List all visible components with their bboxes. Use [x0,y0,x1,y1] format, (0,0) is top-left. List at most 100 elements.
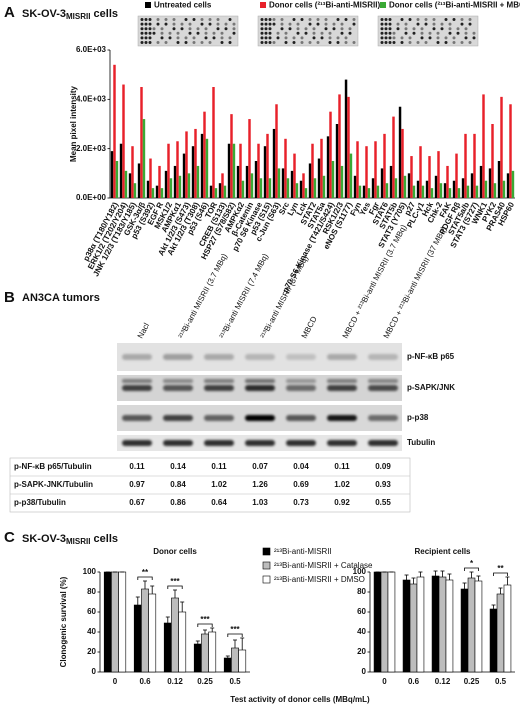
error-bar [233,639,237,648]
blot-band [286,440,316,446]
blot-dot [152,27,156,31]
bar [257,143,260,198]
error-bar [210,627,215,632]
table-cell: 0.04 [293,462,309,471]
blot-dot [164,22,168,26]
bar [167,143,170,198]
blot-dot [380,41,384,44]
bar [295,183,299,198]
blot-dot [176,31,180,35]
blot-dot [296,31,300,35]
y-tick-label: 4.0E+03 [76,94,107,103]
bar [155,185,159,198]
table-cell: 0.07 [252,462,268,471]
blot-band [163,440,193,446]
table-cell: 0.93 [375,480,391,489]
blot-dot [264,36,268,40]
blot-band [327,354,357,360]
blot-dot [228,36,232,40]
blot-dot [396,22,400,26]
bar [467,577,476,673]
error-bar [404,574,409,580]
bar [151,188,155,198]
blot-band [245,379,275,383]
blot-dot [144,22,148,26]
blot-dot [332,27,336,31]
y-tick-label: 80 [357,587,366,596]
error-bar [491,604,496,609]
y-tick-label: 6.0E+03 [76,45,107,54]
bar [340,165,344,198]
blot-dot [188,27,192,31]
blot-dot [140,41,144,44]
blot-dot [440,27,444,31]
error-bar [150,585,155,594]
bar [137,163,141,198]
bar [275,104,278,198]
table-cell: 0.86 [170,498,186,507]
bar [409,583,418,673]
blot-dot [384,41,388,44]
bar [473,133,476,198]
blot-dot [440,22,444,26]
blot-dot [188,22,192,26]
blot-dot [144,27,148,31]
blot-band [163,415,193,421]
bar [286,178,290,198]
blot-band [245,354,275,360]
table-cell: 0.11 [211,462,227,471]
table-cell: 0.55 [375,498,391,507]
blot-dot [204,31,208,35]
blot-dot [208,22,212,26]
bar [201,633,209,673]
bar [196,165,200,198]
blot-band [368,379,398,383]
blot-dot [264,27,268,31]
blot-dot [260,22,264,26]
blot-dot [264,41,268,44]
blot-dot [228,41,232,44]
bar [421,185,425,198]
blot-dot [436,41,440,44]
bar [457,188,461,198]
blot-dot [348,31,352,35]
blot-dot [208,41,212,44]
bar [464,133,467,198]
blot-dot [380,18,384,21]
blot-dot [316,18,320,21]
blot-dot [176,36,180,40]
blot-dot [448,27,452,31]
legend-swatch [260,2,266,8]
blot-dot [144,18,148,21]
blot-dot [468,18,472,21]
y-tick-label: 0.0E+00 [76,193,107,202]
blot-dot [420,31,424,35]
blot-dot [156,18,160,21]
bar [176,141,179,198]
x-tick-label: 0.12 [167,677,183,686]
bar [231,647,239,673]
x-tick-label: 0.25 [197,677,213,686]
blot-band [368,385,398,391]
blot-dot [416,18,420,21]
blot-dot [260,41,264,44]
blot-band [122,354,152,360]
blot-dot [140,31,144,35]
bar [502,180,506,198]
blot-dot [140,27,144,31]
bar [290,170,294,198]
error-bar [135,596,140,605]
legend-swatch [380,2,386,8]
blot-dot [204,27,208,31]
blot-dot [268,22,272,26]
blot-dot [384,31,388,35]
bar [338,94,341,198]
bar [178,611,187,673]
bar [403,175,407,198]
bar [506,173,510,198]
blot-dot [296,27,300,31]
bar [111,571,119,673]
significance-bracket [197,623,213,627]
blot-dot [452,41,456,44]
bar [230,114,233,198]
